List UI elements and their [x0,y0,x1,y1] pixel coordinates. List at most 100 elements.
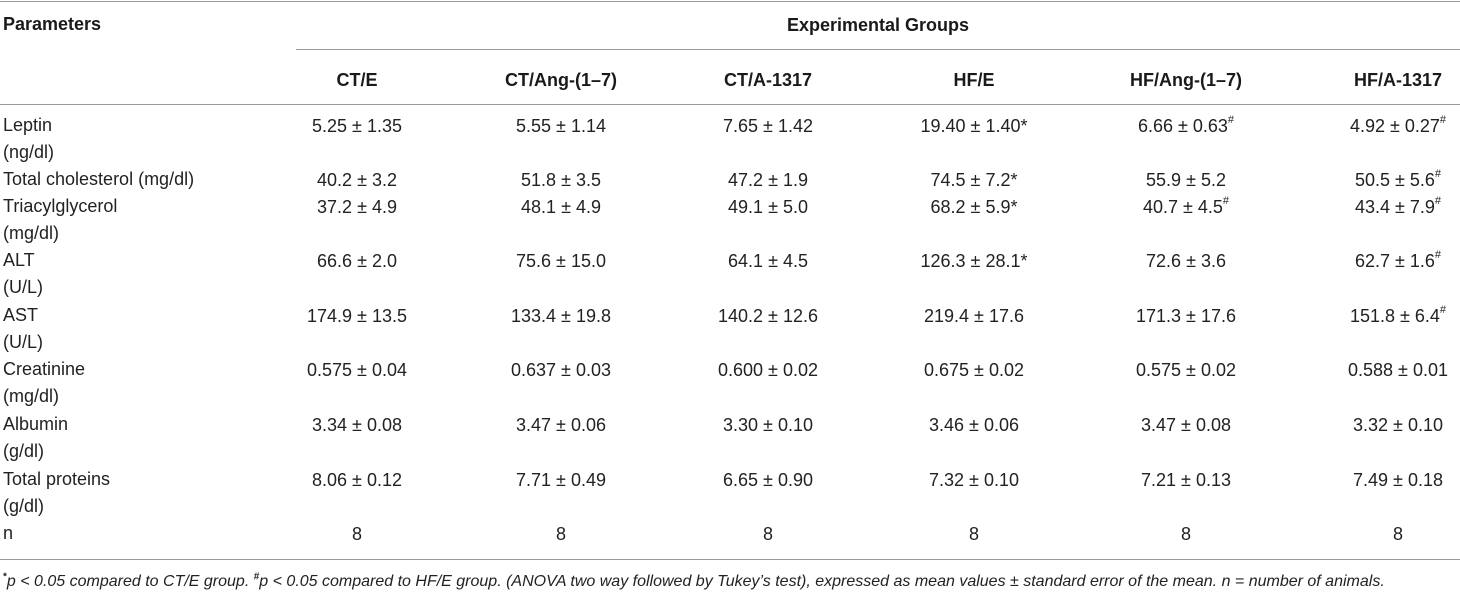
group-header-rule [296,49,1460,50]
significance-mark: # [1434,249,1442,261]
table-cell: 40.2 ± 3.2 [317,170,397,190]
table-cell: 43.4 ± 7.9# [1355,195,1442,218]
table-cell: 50.5 ± 5.6# [1354,169,1441,191]
table-cell: 219.4 ± 17.6 [924,306,1024,326]
footnote-mark-asterisk: * [3,571,7,583]
cell-value: 8 [351,524,363,544]
significance-mark: # [1439,304,1447,316]
cell-value: 3.47 ± 0.06 [516,415,606,435]
table-cell: 3.46 ± 0.06 [929,415,1019,435]
cell-value: 64.1 ± 4.5 [728,251,808,271]
top-rule [0,1,1460,2]
significance-mark: # [1434,195,1442,207]
table-cell: 4.92 ± 0.27# [1350,115,1446,137]
parameter-label: n [3,523,14,543]
parameter-label: (mg/dl) [3,386,60,406]
table-cell: 3.47 ± 0.08 [1141,415,1231,435]
column-header: HF/Ang-(1–7) [1130,70,1242,90]
footnote-text-1: p < 0.05 compared to CT/E group. [6,573,254,590]
cell-value: 3.34 ± 0.08 [312,415,402,435]
cell-value: 6.66 ± 0.63 [1137,116,1228,136]
parameter-label: (U/L) [3,277,43,297]
table-cell: 3.34 ± 0.08 [312,415,402,435]
table-cell: 7.71 ± 0.49 [516,470,606,490]
cell-value: 68.2 ± 5.9* [930,197,1018,217]
cell-value: 7.49 ± 0.18 [1353,470,1443,490]
table-cell: 0.575 ± 0.02 [1136,360,1236,380]
table-cell: 7.49 ± 0.18 [1353,470,1443,490]
cell-value: 8.06 ± 0.12 [312,470,402,490]
table-cell: 140.2 ± 12.6 [718,306,818,326]
parameter-label: (ng/dl) [3,142,55,162]
cell-value: 3.47 ± 0.08 [1141,415,1231,435]
cell-value: 40.7 ± 4.5 [1142,197,1223,217]
table-cell: 74.5 ± 7.2* [931,170,1018,190]
table-cell: 171.3 ± 17.6 [1136,306,1236,326]
column-header: CT/E [336,70,378,90]
cell-value: 37.2 ± 4.9 [317,197,397,217]
experimental-groups-header: Experimental Groups [786,15,970,35]
cell-value: 5.55 ± 1.14 [516,116,606,136]
table-cell: 3.47 ± 0.06 [516,415,606,435]
cell-value: 66.6 ± 2.0 [317,251,397,271]
cell-value: 8 [968,524,980,544]
cell-value: 55.9 ± 5.2 [1146,170,1226,190]
cell-value: 133.4 ± 19.8 [511,306,611,326]
footnote-mark-hash: # [253,571,260,583]
table-cell: 0.575 ± 0.04 [307,360,407,380]
parameter-label: (g/dl) [3,441,45,461]
cell-value: 7.32 ± 0.10 [929,470,1019,490]
cell-value: 47.2 ± 1.9 [728,170,808,190]
cell-value: 50.5 ± 5.6 [1354,170,1435,190]
cell-value: 8 [762,524,774,544]
table-cell: 0.600 ± 0.02 [718,360,818,380]
table-cell: 0.637 ± 0.03 [511,360,611,380]
cell-value: 0.588 ± 0.01 [1348,360,1448,380]
significance-mark: # [1227,114,1235,126]
parameter-label: (U/L) [3,332,43,352]
table-cell: 151.8 ± 6.4# [1349,304,1447,327]
cell-value: 48.1 ± 4.9 [521,197,601,217]
table-cell: 47.2 ± 1.9 [728,170,808,190]
parameter-label: Triacylglycerol [3,196,118,216]
table-cell: 55.9 ± 5.2 [1146,170,1226,190]
column-header: HF/E [953,70,995,90]
table-footnote: *p < 0.05 compared to CT/E group. #p < 0… [3,570,1458,594]
table-cell: 6.66 ± 0.63# [1137,114,1235,137]
parameter-label: Total cholesterol (mg/dl) [3,169,195,189]
table-cell: 66.6 ± 2.0 [317,251,397,271]
cell-value: 8 [555,524,567,544]
table-cell: 8 [969,524,979,544]
table-cell: 0.588 ± 0.01 [1348,360,1448,380]
table-cell: 7.32 ± 0.10 [929,470,1019,490]
table-cell: 6.65 ± 0.90 [723,470,813,490]
table-cell: 75.6 ± 15.0 [516,251,606,271]
table-cell: 3.32 ± 0.10 [1353,415,1443,435]
cell-value: 74.5 ± 7.2* [930,170,1018,190]
column-header: CT/A-1317 [723,70,813,90]
table-cell: 3.30 ± 0.10 [723,415,813,435]
table-cell: 51.8 ± 3.5 [521,170,601,190]
cell-value: 151.8 ± 6.4 [1349,306,1440,326]
cell-value: 7.65 ± 1.42 [723,116,813,136]
cell-value: 171.3 ± 17.6 [1136,306,1236,326]
table-cell: 5.25 ± 1.35 [312,116,402,136]
table-cell: 8.06 ± 0.12 [312,470,402,490]
cell-value: 19.40 ± 1.40* [920,116,1028,136]
cell-value: 40.2 ± 3.2 [317,170,397,190]
table-cell: 174.9 ± 13.5 [307,306,407,326]
cell-value: 51.8 ± 3.5 [521,170,601,190]
column-header: HF/A-1317 [1353,70,1443,90]
cell-value: 62.7 ± 1.6 [1354,251,1435,271]
table-cell: 133.4 ± 19.8 [511,306,611,326]
parameter-label: Total proteins [3,469,111,489]
cell-value: 49.1 ± 5.0 [728,197,808,217]
cell-value: 3.32 ± 0.10 [1353,415,1443,435]
parameter-label: (g/dl) [3,496,45,516]
table-cell: 19.40 ± 1.40* [921,116,1028,136]
table-cell: 64.1 ± 4.5 [728,251,808,271]
body-bottom-rule [0,559,1460,560]
cell-value: 0.575 ± 0.02 [1136,360,1236,380]
parameter-label: Creatinine [3,359,86,379]
